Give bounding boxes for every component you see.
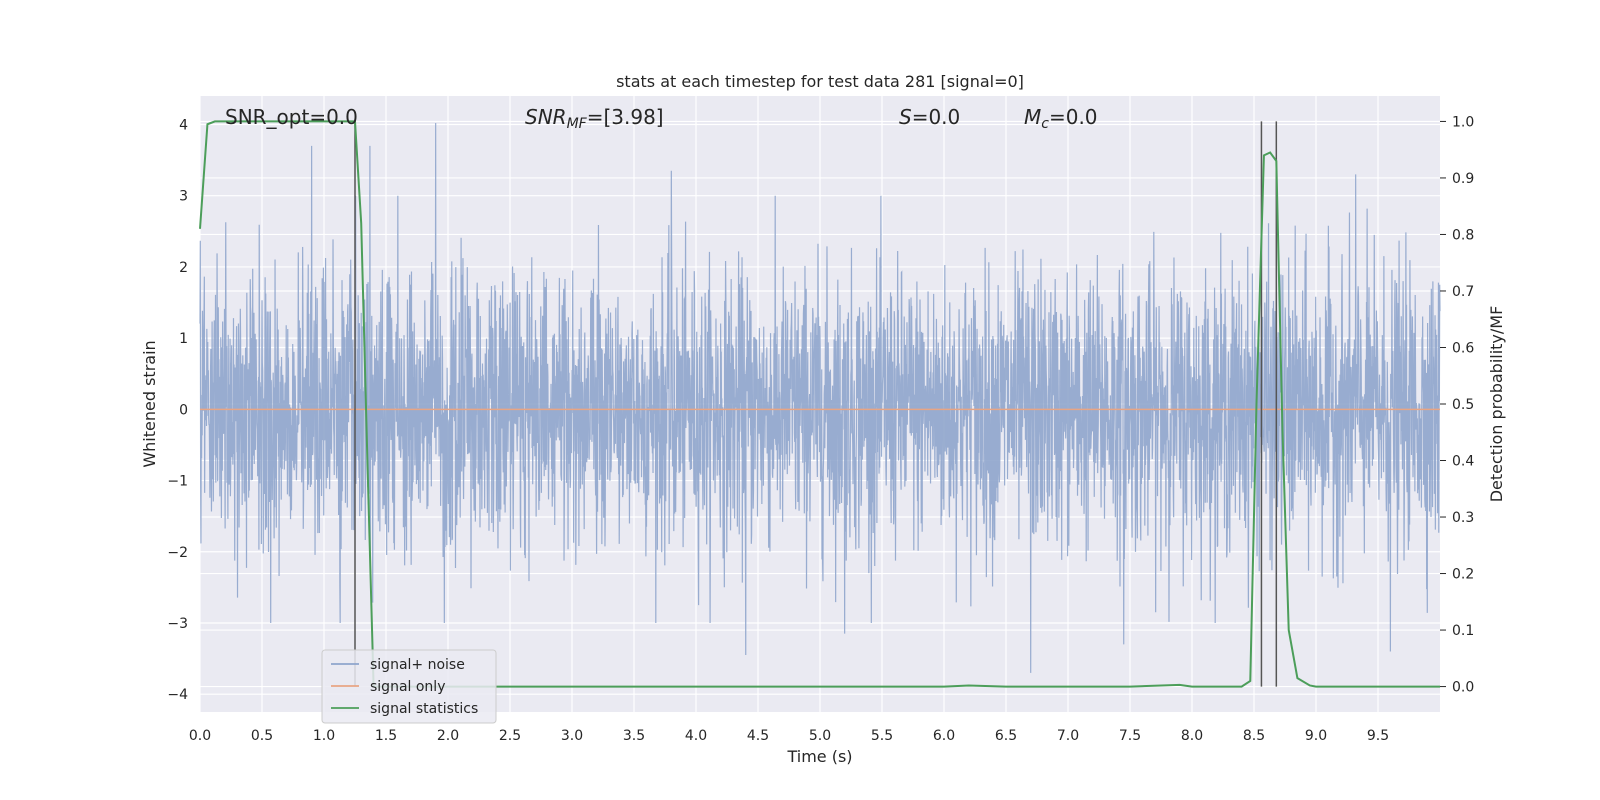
- x-tick-label-19: 9.5: [1367, 728, 1389, 744]
- y-left-tick-label-3: 1: [179, 331, 188, 347]
- x-tick-label-14: 7.0: [1057, 728, 1079, 744]
- annotation-mc: Mc=0.0: [1024, 105, 1098, 132]
- y-left-tick-label-8: −4: [167, 687, 188, 703]
- x-tick-label-9: 4.5: [747, 728, 769, 744]
- series-line-signal-noise: [199, 123, 1441, 673]
- x-tick-label-10: 5.0: [809, 728, 831, 744]
- y-right-tick-label-3: 0.7: [1452, 284, 1474, 300]
- y-axis-right-ticks: 1.0 0.9 0.8 0.7 0.6 0.5 0.4 0.3 0.2 0.1 0.0: [1440, 114, 1474, 696]
- y-right-tick-label-6: 0.4: [1452, 454, 1474, 470]
- x-tick-label-11: 5.5: [871, 728, 893, 744]
- series-signal-noise: [199, 123, 1441, 673]
- legend-box: [321, 649, 497, 724]
- y-right-tick-label-0: 1.0: [1452, 114, 1474, 130]
- x-tick-label-15: 7.5: [1119, 728, 1141, 744]
- y-left-tick-label-4: 0: [179, 402, 188, 418]
- y-left-tick-label-6: −2: [167, 545, 188, 561]
- y-right-tick-label-2: 0.8: [1452, 227, 1474, 243]
- y-right-tick-label-5: 0.5: [1452, 397, 1474, 413]
- y-left-tick-label-0: 4: [179, 117, 188, 133]
- x-tick-label-13: 6.5: [995, 728, 1017, 744]
- y-right-tick-label-7: 0.3: [1452, 510, 1474, 526]
- legend-label-signal-only: signal only: [370, 679, 445, 695]
- series-signal-statistics: [199, 120, 1440, 688]
- x-tick-label-8: 4.0: [685, 728, 707, 744]
- annotation-snr-opt: SNR_opt=0.0: [225, 105, 358, 129]
- legend-label-signal-noise: signal+ noise: [370, 657, 465, 673]
- chart-title: stats at each timestep for test data 281…: [616, 72, 1024, 91]
- x-axis-label: Time (s): [786, 747, 852, 766]
- series-line-signal-statistics: [199, 120, 1440, 688]
- annotation-s: S=0.0: [899, 105, 960, 129]
- x-tick-label-18: 9.0: [1305, 728, 1327, 744]
- y-left-tick-label-7: −3: [167, 616, 188, 632]
- x-tick-label-2: 1.0: [313, 728, 335, 744]
- x-tick-label-4: 2.0: [437, 728, 459, 744]
- y-left-tick-label-2: 2: [179, 260, 188, 276]
- x-axis-ticks: 0.0 0.5 1.0 1.5 2.0 2.5 3.0 3.5 4.0 4.5 5.0 5.5 6.0 6…: [189, 728, 1389, 744]
- y-right-tick-label-10: 0.0: [1452, 680, 1474, 696]
- x-tick-label-3: 1.5: [375, 728, 397, 744]
- y-right-tick-label-9: 0.1: [1452, 623, 1474, 639]
- y-left-tick-label-5: −1: [167, 474, 188, 490]
- legend-label-signal-statistics: signal statistics: [370, 701, 478, 717]
- y-axis-left-label: Whitened strain: [140, 340, 159, 467]
- x-tick-label-0: 0.0: [189, 728, 211, 744]
- x-tick-label-16: 8.0: [1181, 728, 1203, 744]
- x-tick-label-1: 0.5: [251, 728, 273, 744]
- legend: signal+ noise signal only signal statist…: [321, 649, 497, 724]
- y-axis-left-ticks: 4 3 2 1 0 −1 −2 −3 −4: [167, 117, 188, 703]
- x-tick-label-6: 3.0: [561, 728, 583, 744]
- annotation-snr-mf: SNRMF=[3.98]: [525, 105, 664, 132]
- y-right-tick-label-4: 0.6: [1452, 340, 1474, 356]
- y-left-tick-label-1: 3: [179, 189, 188, 205]
- y-right-tick-label-8: 0.2: [1452, 567, 1474, 583]
- x-tick-label-5: 2.5: [499, 728, 521, 744]
- x-tick-label-12: 6.0: [933, 728, 955, 744]
- y-axis-right-label: Detection probability/MF: [1487, 306, 1506, 503]
- x-tick-label-17: 8.5: [1243, 728, 1265, 744]
- x-tick-label-7: 3.5: [623, 728, 645, 744]
- y-right-tick-label-1: 0.9: [1452, 171, 1474, 187]
